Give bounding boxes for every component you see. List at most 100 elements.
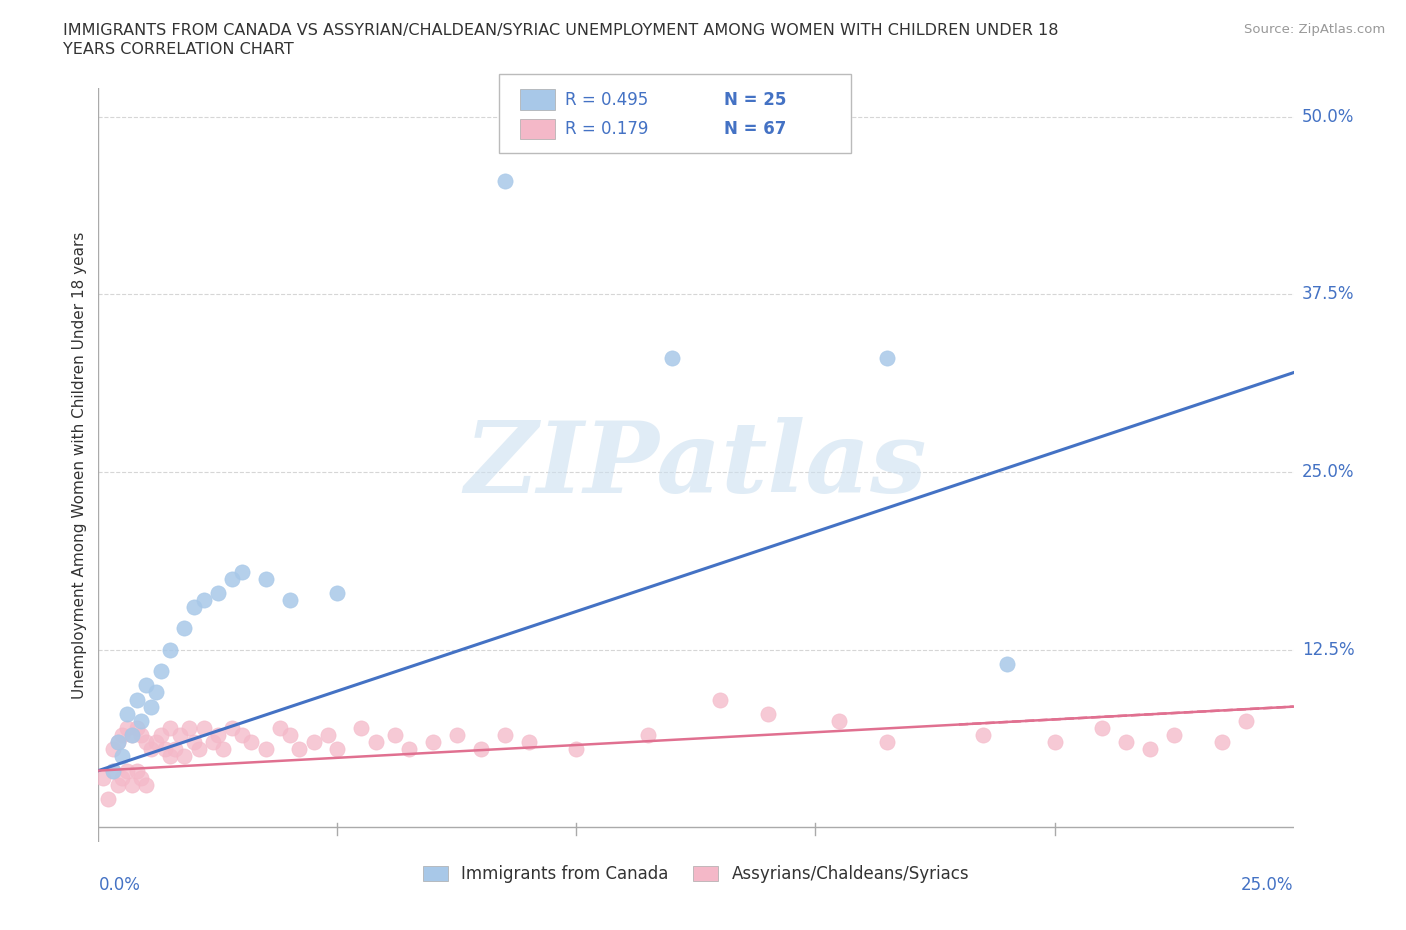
- Point: [1163, 727, 1185, 742]
- Point: [135, 777, 157, 792]
- Point: [131, 727, 153, 742]
- Point: [125, 692, 148, 707]
- Point: [211, 742, 233, 757]
- Point: [876, 735, 898, 750]
- Legend: Immigrants from Canada, Assyrians/Chaldeans/Syriacs: Immigrants from Canada, Assyrians/Chalde…: [416, 858, 976, 890]
- Point: [183, 735, 205, 750]
- Point: [1115, 735, 1137, 750]
- Point: [121, 727, 143, 742]
- Point: [269, 721, 291, 736]
- Point: [187, 742, 209, 757]
- Text: 12.5%: 12.5%: [1302, 641, 1354, 658]
- Point: [131, 770, 153, 785]
- Point: [221, 721, 243, 736]
- Point: [149, 664, 172, 679]
- Text: 37.5%: 37.5%: [1302, 286, 1354, 303]
- Point: [207, 727, 229, 742]
- Point: [278, 592, 301, 607]
- Point: [121, 777, 143, 792]
- Point: [149, 727, 172, 742]
- Point: [637, 727, 659, 742]
- Point: [221, 571, 243, 586]
- Point: [107, 735, 129, 750]
- Point: [131, 713, 153, 728]
- Point: [115, 764, 138, 778]
- Text: N = 67: N = 67: [724, 120, 786, 139]
- Point: [135, 735, 157, 750]
- Point: [565, 742, 588, 757]
- Point: [316, 727, 339, 742]
- Text: 50.0%: 50.0%: [1302, 108, 1354, 126]
- Point: [111, 749, 134, 764]
- Point: [326, 586, 349, 601]
- Point: [101, 764, 124, 778]
- Point: [111, 727, 134, 742]
- Point: [364, 735, 387, 750]
- Point: [107, 735, 129, 750]
- Point: [97, 791, 120, 806]
- Point: [398, 742, 420, 757]
- Point: [101, 742, 124, 757]
- Point: [115, 706, 138, 721]
- Point: [145, 735, 167, 750]
- Point: [1234, 713, 1257, 728]
- Point: [278, 727, 301, 742]
- Point: [661, 351, 683, 365]
- Point: [125, 764, 148, 778]
- Text: R = 0.179: R = 0.179: [565, 120, 648, 139]
- Point: [135, 678, 157, 693]
- Point: [995, 657, 1018, 671]
- Point: [179, 721, 201, 736]
- Point: [828, 713, 851, 728]
- Text: R = 0.495: R = 0.495: [565, 90, 648, 109]
- Point: [173, 749, 195, 764]
- Text: 25.0%: 25.0%: [1302, 463, 1354, 481]
- Text: ZIPatlas: ZIPatlas: [465, 417, 927, 513]
- Point: [494, 173, 516, 188]
- Text: YEARS CORRELATION CHART: YEARS CORRELATION CHART: [63, 42, 294, 57]
- Text: Source: ZipAtlas.com: Source: ZipAtlas.com: [1244, 23, 1385, 36]
- Point: [173, 621, 195, 636]
- Text: 0.0%: 0.0%: [98, 875, 141, 894]
- Point: [115, 721, 138, 736]
- Point: [240, 735, 263, 750]
- Point: [145, 685, 167, 700]
- Point: [107, 777, 129, 792]
- Point: [876, 351, 898, 365]
- Point: [254, 742, 277, 757]
- Point: [350, 721, 373, 736]
- Point: [709, 692, 731, 707]
- Point: [288, 742, 311, 757]
- Point: [169, 727, 191, 742]
- Point: [207, 586, 229, 601]
- Point: [384, 727, 406, 742]
- Point: [972, 727, 994, 742]
- Point: [159, 643, 181, 658]
- Point: [163, 742, 186, 757]
- Point: [193, 592, 215, 607]
- Point: [139, 742, 162, 757]
- Text: N = 25: N = 25: [724, 90, 786, 109]
- Text: 25.0%: 25.0%: [1241, 875, 1294, 894]
- Point: [494, 727, 516, 742]
- Point: [1211, 735, 1233, 750]
- Point: [470, 742, 492, 757]
- Point: [756, 706, 779, 721]
- Point: [254, 571, 277, 586]
- Y-axis label: Unemployment Among Women with Children Under 18 years: Unemployment Among Women with Children U…: [72, 232, 87, 698]
- Point: [231, 565, 253, 579]
- Point: [125, 721, 148, 736]
- Point: [231, 727, 253, 742]
- Point: [1091, 721, 1114, 736]
- Point: [446, 727, 468, 742]
- Point: [159, 721, 181, 736]
- Point: [326, 742, 349, 757]
- Point: [155, 742, 177, 757]
- Point: [422, 735, 444, 750]
- Point: [1139, 742, 1161, 757]
- Text: IMMIGRANTS FROM CANADA VS ASSYRIAN/CHALDEAN/SYRIAC UNEMPLOYMENT AMONG WOMEN WITH: IMMIGRANTS FROM CANADA VS ASSYRIAN/CHALD…: [63, 23, 1059, 38]
- Point: [183, 600, 205, 615]
- Point: [91, 770, 114, 785]
- Point: [121, 727, 143, 742]
- Point: [101, 764, 124, 778]
